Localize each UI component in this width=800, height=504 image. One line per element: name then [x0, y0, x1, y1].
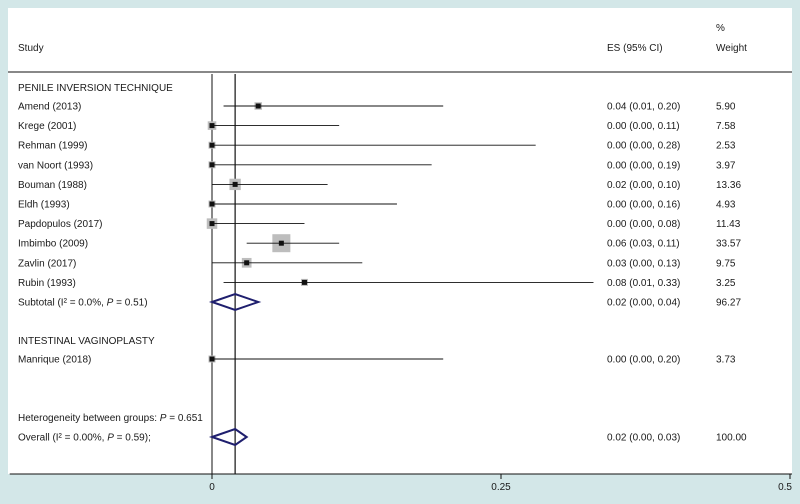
subtotal-label: Subtotal (I² = 0.0%, P = 0.51) [18, 298, 148, 309]
overall-diamond [208, 427, 249, 447]
es-ci-text: 0.00 (0.00, 0.08) [607, 219, 680, 230]
es-ci-text: 0.08 (0.01, 0.33) [607, 278, 680, 289]
point-estimate [209, 356, 215, 362]
forest-plot: % Study ES (95% CI) Weight PENILE INVERSION … [8, 8, 792, 496]
group-label: INTESTINAL VAGINOPLASTY [18, 336, 155, 347]
point-estimate [209, 162, 215, 168]
es-ci-text: 0.00 (0.00, 0.19) [607, 160, 680, 171]
subtotal-es-text: 0.02 (0.00, 0.04) [607, 298, 680, 309]
study-name: Krege (2001) [18, 121, 76, 132]
study-name: Amend (2013) [18, 102, 81, 113]
x-tick-label: 0 [209, 482, 215, 493]
es-ci-text: 0.04 (0.01, 0.20) [607, 102, 680, 113]
weight-text: 3.25 [716, 278, 736, 289]
overall-weight: 100.00 [716, 433, 747, 444]
weight-text: 33.57 [716, 239, 741, 250]
es-ci-text: 0.02 (0.00, 0.10) [607, 180, 680, 191]
weight-text: 3.97 [716, 160, 736, 171]
study-name: Manrique (2018) [18, 355, 91, 366]
plot-panel [8, 8, 792, 474]
es-ci-text: 0.06 (0.03, 0.11) [607, 239, 680, 250]
header-study: Study [18, 43, 44, 54]
weight-text: 2.53 [716, 141, 736, 152]
forest-plot-svg: % Study ES (95% CI) Weight PENILE INVERSION … [8, 8, 792, 493]
point-estimate [209, 142, 215, 148]
weight-text: 5.90 [716, 102, 736, 113]
study-name: Rubin (1993) [18, 278, 76, 289]
header-es: ES (95% CI) [607, 43, 663, 54]
subtotal-diamond [208, 292, 262, 312]
x-tick-label: 0.25 [491, 482, 511, 493]
point-estimate [232, 181, 238, 187]
study-name: Zavlin (2017) [18, 258, 76, 269]
study-name: Papdopulos (2017) [18, 219, 103, 230]
study-name: Imbimbo (2009) [18, 239, 88, 250]
header-weight: Weight [716, 43, 747, 54]
point-estimate [255, 103, 261, 109]
x-tick-label: 0.5 [778, 482, 792, 493]
study-name: Bouman (1988) [18, 180, 87, 191]
header-weight-percent: % [716, 23, 725, 34]
es-ci-text: 0.00 (0.00, 0.11) [607, 121, 680, 132]
weight-text: 11.43 [716, 219, 741, 230]
point-estimate [209, 123, 215, 129]
weight-text: 9.75 [716, 258, 736, 269]
es-ci-text: 0.03 (0.00, 0.13) [607, 258, 680, 269]
es-ci-text: 0.00 (0.00, 0.20) [607, 355, 680, 366]
weight-text: 3.73 [716, 355, 736, 366]
overall-es-text: 0.02 (0.00, 0.03) [607, 433, 680, 444]
weight-text: 4.93 [716, 200, 736, 211]
point-estimate [244, 260, 250, 266]
es-ci-text: 0.00 (0.00, 0.16) [607, 200, 680, 211]
study-name: Eldh (1993) [18, 200, 70, 211]
study-name: van Noort (1993) [18, 160, 93, 171]
heterogeneity-label: Heterogeneity between groups: P = 0.651 [18, 413, 203, 424]
study-name: Rehman (1999) [18, 141, 87, 152]
es-ci-text: 0.00 (0.00, 0.28) [607, 141, 680, 152]
weight-text: 13.36 [716, 180, 741, 191]
overall-label: Overall (I² = 0.00%, P = 0.59); [18, 433, 151, 444]
subtotal-weight: 96.27 [716, 298, 741, 309]
point-estimate [209, 201, 215, 207]
group-label: PENILE INVERSION TECHNIQUE [18, 83, 173, 94]
weight-text: 7.58 [716, 121, 736, 132]
point-estimate [278, 240, 284, 246]
point-estimate [209, 221, 215, 227]
point-estimate [301, 279, 307, 285]
